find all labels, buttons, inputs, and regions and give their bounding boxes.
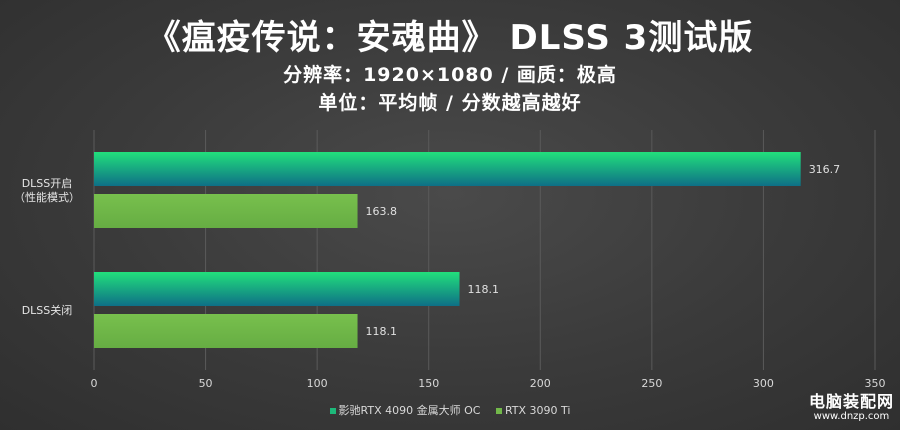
data-labels: 316.7 163.8 118.1 118.1 bbox=[366, 163, 841, 338]
category-label-line: DLSS开启 bbox=[22, 177, 73, 190]
x-tick-label: 0 bbox=[91, 377, 98, 390]
x-tick-labels: 0 50 100 150 200 250 300 350 bbox=[91, 377, 886, 390]
watermark-text: 电脑装配网 bbox=[808, 392, 894, 411]
bar-rtx4090-1 bbox=[94, 272, 460, 306]
data-label: 118.1 bbox=[468, 283, 500, 296]
bar-rtx3090ti-1 bbox=[94, 314, 358, 348]
x-tick-label: 250 bbox=[641, 377, 662, 390]
chart-subtitle-resolution: 分辨率：1920×1080 / 画质：极高 bbox=[283, 64, 617, 86]
watermark-logo: 电脑装配网 www.dnzp.com bbox=[809, 388, 894, 422]
data-label: 118.1 bbox=[366, 325, 398, 338]
legend-swatch-3090ti bbox=[495, 408, 502, 414]
x-tick-label: 150 bbox=[418, 377, 439, 390]
x-tick-label: 200 bbox=[530, 377, 551, 390]
legend-label-4090: 影驰RTX 4090 金属大师 OC bbox=[338, 404, 481, 417]
legend-label-3090ti: RTX 3090 Ti bbox=[504, 404, 571, 417]
x-tick-label: 300 bbox=[753, 377, 774, 390]
category-labels: DLSS开启（性能模式） DLSS关闭 bbox=[14, 177, 80, 317]
chart-subtitle-unit: 单位：平均帧 / 分数越高越好 bbox=[318, 92, 582, 114]
watermark-url: www.dnzp.com bbox=[813, 411, 890, 422]
x-tick-label: 50 bbox=[199, 377, 213, 390]
legend: 影驰RTX 4090 金属大师 OC RTX 3090 Ti bbox=[0, 402, 900, 418]
category-label: DLSS开启（性能模式） bbox=[14, 177, 80, 204]
category-label-line: （性能模式） bbox=[14, 190, 80, 204]
chart-title: 《瘟疫传说：安魂曲》 DLSS 3测试版 bbox=[146, 18, 754, 58]
legend-item-3090ti: RTX 3090 Ti bbox=[495, 404, 571, 417]
x-tick-label: 350 bbox=[865, 377, 886, 390]
legend-item-4090: 影驰RTX 4090 金属大师 OC bbox=[329, 402, 481, 418]
bar-rtx3090ti-0 bbox=[94, 194, 358, 228]
bars bbox=[94, 152, 801, 348]
data-label: 163.8 bbox=[366, 205, 398, 218]
category-label: DLSS关闭 bbox=[22, 303, 73, 317]
legend-swatch-4090 bbox=[329, 408, 336, 414]
data-label: 316.7 bbox=[809, 163, 841, 176]
category-label-line: DLSS关闭 bbox=[22, 303, 73, 317]
x-tick-label: 100 bbox=[307, 377, 328, 390]
bar-rtx4090-0 bbox=[94, 152, 801, 186]
